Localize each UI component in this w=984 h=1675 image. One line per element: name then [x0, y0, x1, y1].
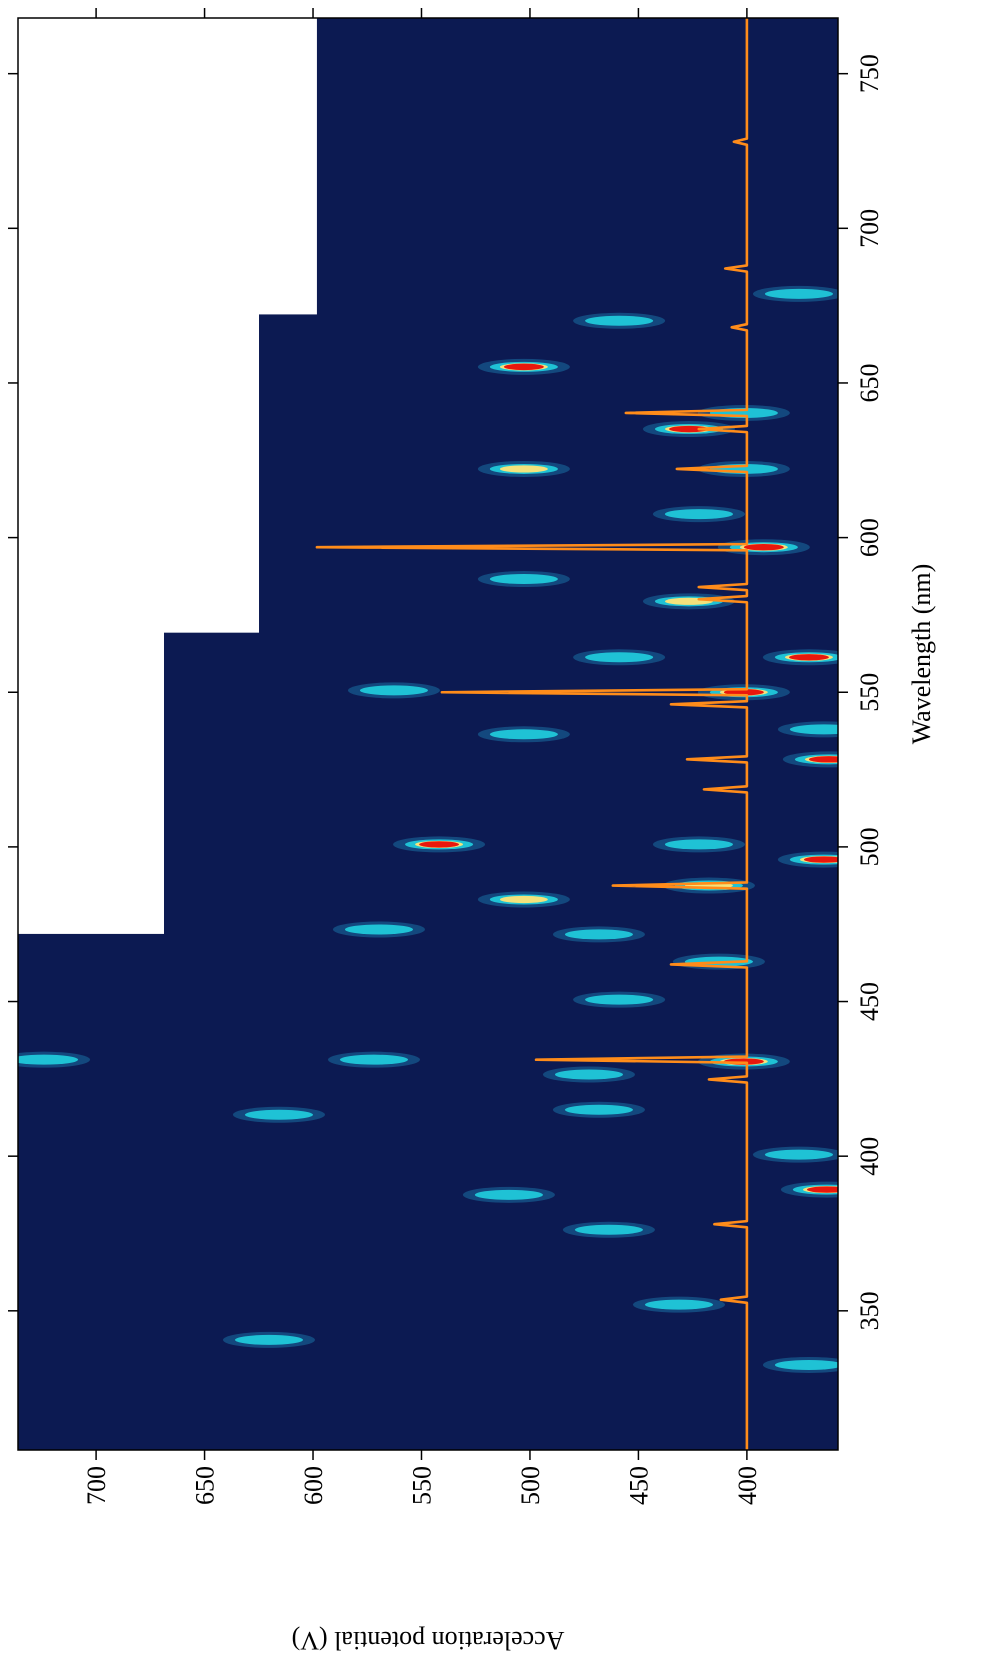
spot-glow [644, 1299, 713, 1310]
x-tick-label: 650 [855, 363, 884, 402]
spot-glow [339, 1054, 408, 1065]
spot-glow [764, 288, 833, 299]
spot [542, 1066, 635, 1083]
y-tick-label: 700 [82, 1466, 111, 1505]
spot-glow [774, 1359, 838, 1370]
spot-glow [664, 509, 733, 520]
spot [232, 1106, 325, 1123]
x-tick-label: 400 [855, 1137, 884, 1176]
spot [752, 1146, 838, 1163]
y-tick-label: 650 [191, 1466, 220, 1505]
plot-content [18, 18, 838, 1450]
spot-glow [764, 1149, 833, 1160]
spot [477, 726, 570, 743]
x-tick-label: 750 [855, 54, 884, 93]
spot [222, 1331, 315, 1348]
coverage-region [163, 632, 838, 935]
spot [552, 926, 645, 943]
spot-core [808, 756, 838, 763]
spot-core [743, 543, 784, 551]
spot [762, 1356, 838, 1373]
spot-core [806, 1186, 838, 1193]
x-tick-label: 600 [855, 518, 884, 557]
spot-glow [789, 724, 838, 735]
y-tick-label: 600 [299, 1466, 328, 1505]
rotated-figure: 350 400 450 500 550 600 650 700 750 400 450 500 550 6… [8, 8, 936, 1655]
y-axis-label: Acceleration potential (V) [292, 1626, 565, 1655]
spot [777, 721, 838, 738]
spot-glow [554, 1069, 623, 1080]
spot-glow [18, 1054, 79, 1065]
spot [393, 836, 486, 853]
spot-glow [574, 1224, 643, 1235]
spot [697, 684, 790, 701]
x-tick-label: 700 [855, 209, 884, 248]
spot [18, 1051, 91, 1068]
spot-glow [564, 1104, 633, 1115]
spot [780, 1181, 838, 1198]
spot [642, 421, 735, 438]
y-tick-label: 450 [624, 1466, 653, 1505]
spot [777, 851, 838, 868]
y-tick-label: 500 [516, 1466, 545, 1505]
spot-core [668, 425, 709, 433]
spectrum-line [315, 18, 749, 1450]
spot [327, 1051, 420, 1068]
spot [762, 649, 838, 666]
spot-glow [244, 1109, 313, 1120]
spot [662, 877, 755, 894]
spot [573, 991, 666, 1008]
spot [573, 649, 666, 666]
spot-glow [344, 924, 413, 935]
spot-glow [474, 1189, 543, 1200]
spot-glow [585, 652, 654, 663]
spot-core [419, 841, 460, 848]
spot [717, 539, 810, 556]
x-axis-label: Wavelength (nm) [907, 564, 936, 745]
x-tick-label: 450 [855, 982, 884, 1021]
spot-glow [664, 839, 733, 850]
spot [697, 404, 790, 421]
spot [477, 460, 570, 477]
spot-glow [585, 994, 654, 1005]
x-tick-label: 500 [855, 827, 884, 866]
spot [477, 358, 570, 375]
spot [332, 921, 425, 938]
y-tick-label: 400 [733, 1466, 762, 1505]
spot-glow [359, 685, 428, 696]
spot [552, 1101, 645, 1118]
spot [477, 891, 570, 908]
spot [462, 1186, 555, 1203]
spot-ring [499, 895, 548, 904]
spot [573, 312, 666, 329]
spot [697, 460, 790, 477]
y-tick-label: 550 [407, 1466, 436, 1505]
axes: 350 400 450 500 550 600 650 700 750 400 450 500 550 6… [8, 8, 936, 1655]
spot-glow [234, 1334, 303, 1345]
spot [652, 506, 745, 523]
x-tick-label: 550 [855, 673, 884, 712]
spot-glow [585, 315, 654, 326]
spot-core [803, 856, 838, 863]
spot [752, 285, 838, 302]
coverage-region [18, 933, 838, 1450]
spot-glow [489, 729, 558, 740]
spot-core [723, 689, 764, 696]
spot [347, 682, 440, 699]
spot [562, 1221, 655, 1238]
spot-core [788, 654, 829, 661]
spot [782, 751, 838, 768]
spot-glow [564, 929, 633, 940]
spot-glow [489, 574, 558, 585]
spot [477, 571, 570, 588]
plot-frame [17, 17, 839, 1451]
x-tick-label: 350 [855, 1291, 884, 1330]
spot-ring [499, 465, 548, 473]
spot [632, 1296, 725, 1313]
spot-core [503, 363, 544, 371]
coverage-region [316, 18, 838, 315]
spot [652, 836, 745, 853]
